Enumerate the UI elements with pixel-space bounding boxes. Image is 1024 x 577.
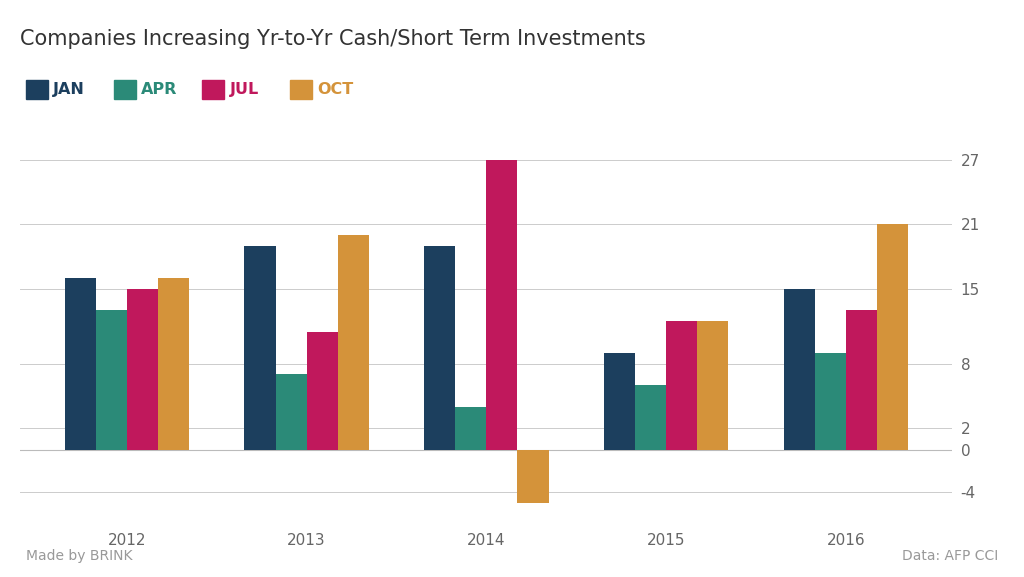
Bar [158,278,188,449]
Text: JAN: JAN [53,82,85,97]
Bar [338,235,369,449]
Bar [65,278,95,449]
Bar [245,246,275,449]
Bar [456,407,486,449]
Bar [697,321,728,449]
Text: Data: AFP CCI: Data: AFP CCI [902,549,998,563]
Bar [517,449,549,503]
Text: OCT: OCT [317,82,353,97]
Bar [815,353,846,449]
Text: JUL: JUL [229,82,259,97]
Bar [486,160,517,449]
Text: Companies Increasing Yr-to-Yr Cash/Short Term Investments: Companies Increasing Yr-to-Yr Cash/Short… [20,29,646,49]
Bar [667,321,697,449]
Bar [306,332,338,449]
Bar [784,288,815,449]
Text: APR: APR [141,82,178,97]
Bar [95,310,127,449]
Text: Made by BRINK: Made by BRINK [26,549,132,563]
Bar [878,224,908,449]
Bar [635,385,667,449]
Bar [604,353,635,449]
Bar [275,374,306,449]
Bar [846,310,878,449]
Bar [127,288,158,449]
Bar [424,246,456,449]
